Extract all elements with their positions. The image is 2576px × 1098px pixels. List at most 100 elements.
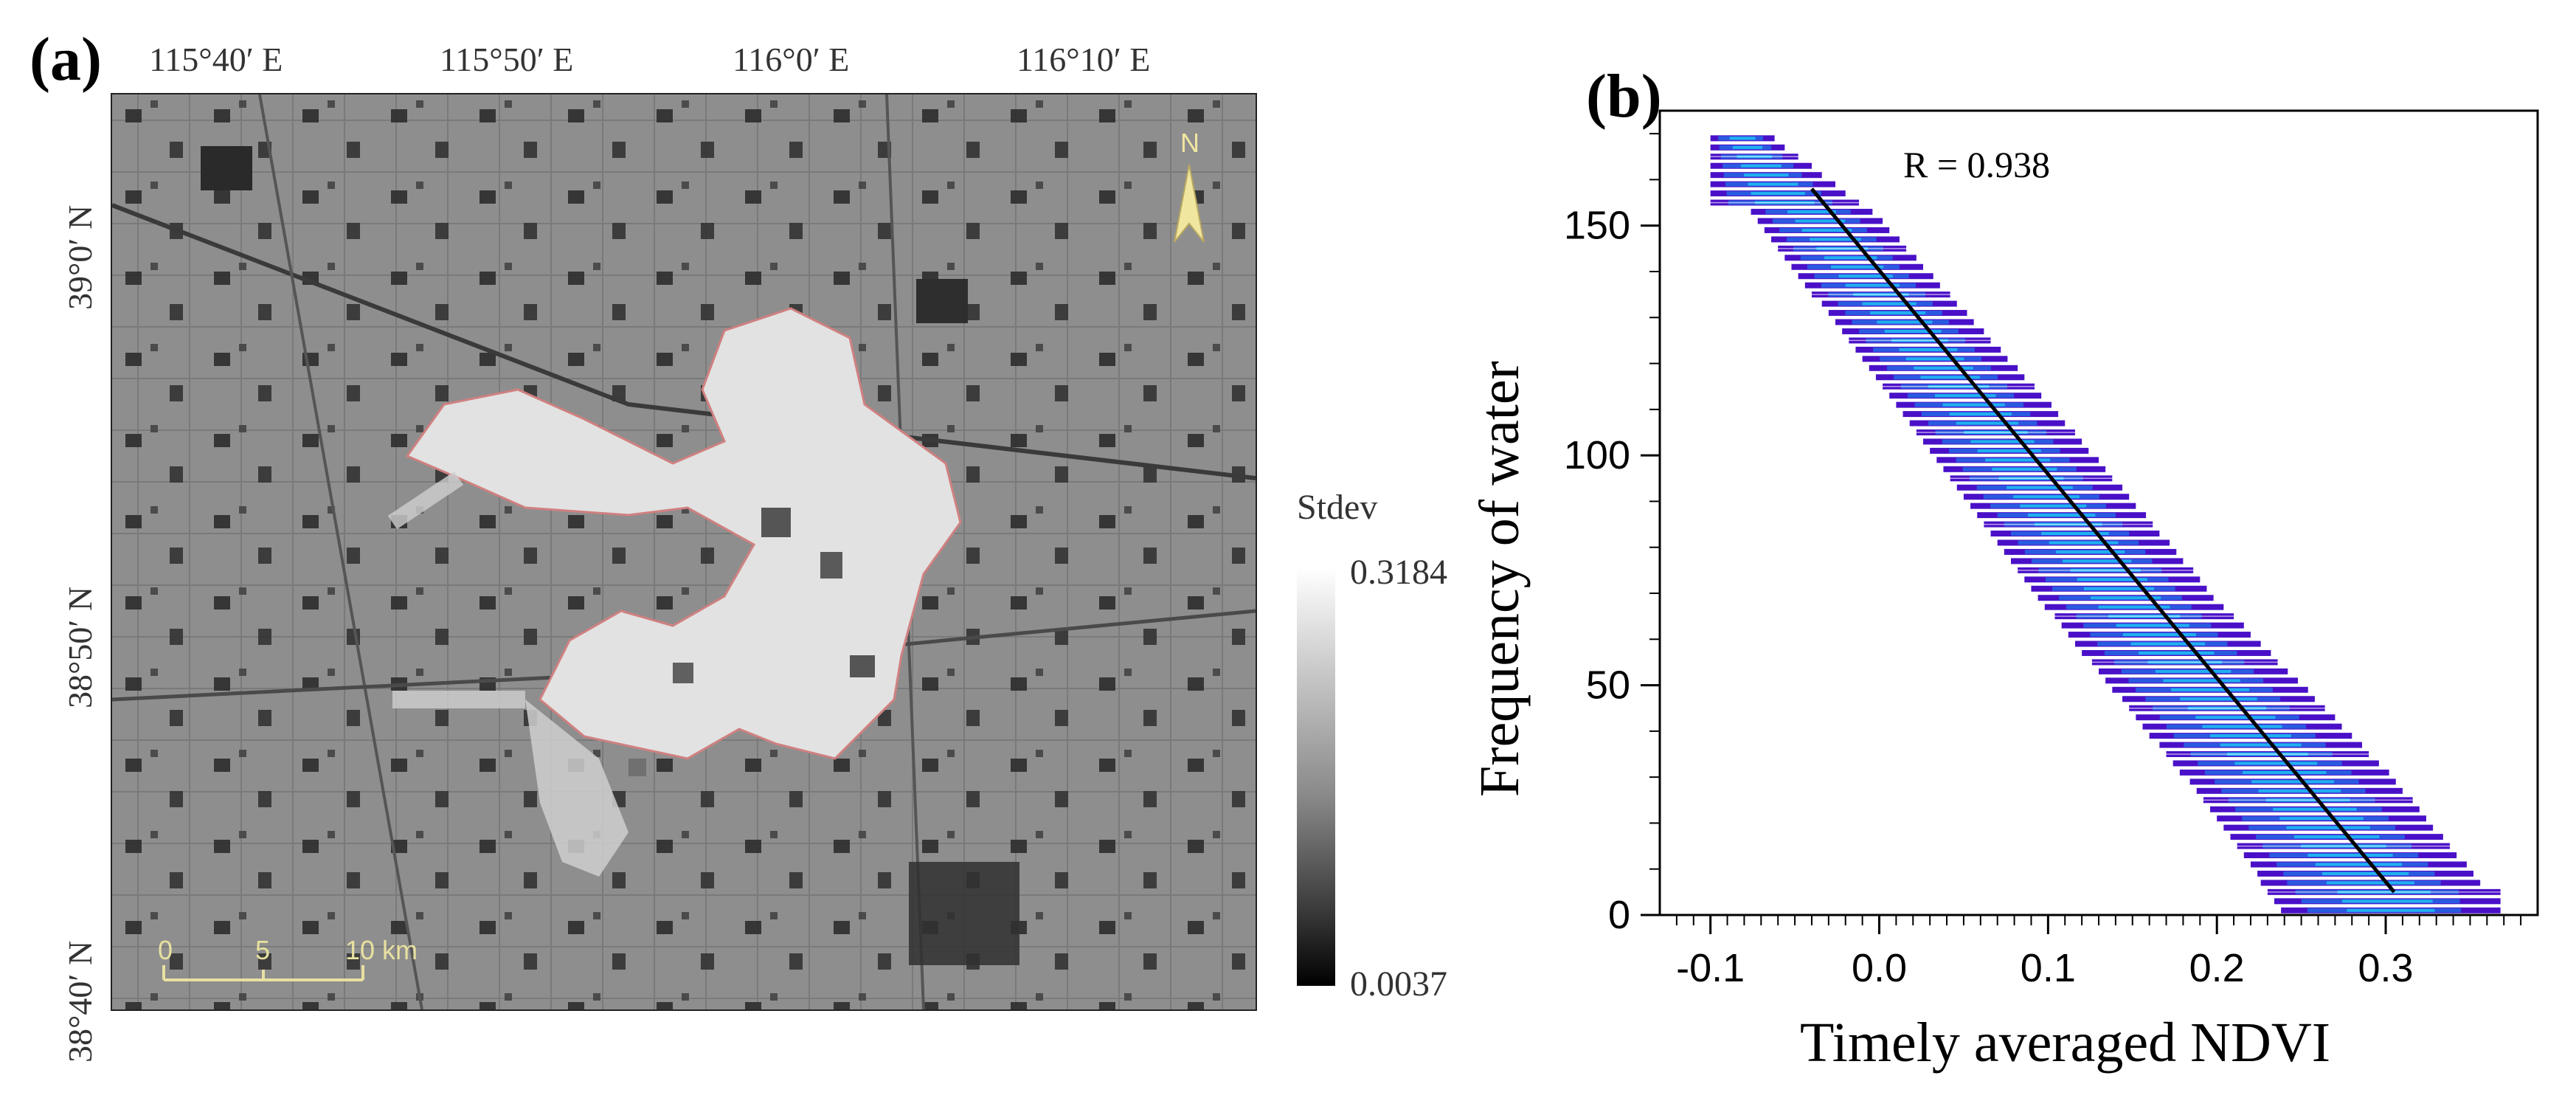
- panel-a-label: (a): [30, 25, 102, 94]
- density-strip-core: [2163, 679, 2240, 683]
- map-image: N 0 5 10 km: [112, 94, 1256, 1009]
- top-tick-3: 116°0′ E: [733, 41, 850, 78]
- density-strip-core: [2286, 826, 2370, 829]
- density-strip-core: [1992, 467, 2057, 471]
- density-strip-core: [2220, 743, 2302, 747]
- density-strip-core: [1977, 449, 2041, 452]
- regression-line: [1810, 187, 2396, 894]
- density-strip-core: [2210, 734, 2291, 738]
- density-strip-core: [2020, 504, 2087, 508]
- density-strip-core: [2180, 697, 2257, 701]
- top-tick-1: 115°40′ E: [149, 41, 283, 78]
- density-strip-core: [2007, 486, 2073, 489]
- density-strip-core: [2234, 762, 2318, 765]
- colorbar-title: Stdev: [1297, 488, 1378, 527]
- panel-b-label: (b): [1586, 62, 1662, 131]
- north-label: N: [1180, 128, 1199, 158]
- top-tick-2: 115°50′ E: [440, 41, 574, 78]
- density-strip-core: [1985, 458, 2051, 462]
- density-strip-core: [1914, 366, 1973, 370]
- density-strip-core: [2049, 541, 2119, 545]
- density-strip-core: [2195, 716, 2276, 719]
- density-strip-core: [2251, 780, 2335, 784]
- density-strip-core: [1831, 265, 1884, 269]
- density-strip-core: [2294, 835, 2380, 839]
- y-tick-label: 50: [1586, 663, 1630, 708]
- density-strip-core: [2279, 817, 2364, 821]
- density-strip-core: [2139, 651, 2215, 655]
- scatter-chart: -0.1 0.0 0.1 0.2 0.3 0 50 100 150 R = 0.938: [1549, 103, 2567, 1092]
- density-strip-core: [1870, 311, 1926, 315]
- density-strip-core: [1949, 412, 2012, 416]
- density-strip-core: [1877, 320, 1933, 324]
- density-strip-core: [2122, 633, 2196, 637]
- density-strip-core: [2307, 854, 2393, 857]
- density-strip-core: [2155, 669, 2232, 673]
- density-strip-core: [1920, 376, 1980, 379]
- north-arrow-icon: N: [1174, 128, 1205, 243]
- scale-bar: 0 5 10 km: [158, 935, 418, 981]
- density-strip-core: [2116, 624, 2189, 627]
- colorbar-max: 0.3184: [1350, 553, 1447, 592]
- density-strip-core: [2098, 605, 2170, 609]
- density-strip-core: [1743, 173, 1789, 177]
- density-strip-core: [2315, 863, 2403, 866]
- density-strip-core: [1787, 210, 1836, 214]
- density-strip-core: [1899, 348, 1958, 351]
- density-strip-core: [2130, 642, 2206, 646]
- density-strip-core: [1905, 357, 1964, 361]
- density-strip-core: [2091, 596, 2161, 600]
- density-strip-core: [1740, 164, 1782, 168]
- scale-label-10: 10 km: [345, 935, 418, 965]
- correlation-annotation: R = 0.938: [1903, 144, 2050, 185]
- density-strip-core: [2242, 770, 2327, 774]
- density-strip-core: [1956, 421, 2019, 425]
- lake-region: [405, 307, 962, 760]
- scale-label-0: 0: [158, 935, 173, 965]
- density-strip-core: [1729, 137, 1756, 140]
- stdev-colorbar: [1297, 568, 1335, 986]
- density-strip-core: [2041, 532, 2109, 536]
- density-strip-core: [1810, 238, 1861, 241]
- y-tick-label: 150: [1564, 204, 1630, 248]
- density-strip-core: [2013, 495, 2080, 499]
- scatter-x-title: Timely averaged NDVI: [1800, 1012, 2331, 1074]
- scatter-svg: -0.1 0.0 0.1 0.2 0.3 0 50 100 150 R = 0.938: [1564, 109, 2539, 990]
- density-strip-core: [2202, 725, 2282, 728]
- density-strip-core: [1845, 283, 1900, 287]
- left-tick-3: 38°40′ N: [61, 940, 99, 1063]
- density-strip-core: [1884, 329, 1942, 333]
- x-tick-label: 0.0: [1852, 946, 1907, 990]
- density-strip-core: [1970, 440, 2035, 443]
- density-strip-core: [1824, 256, 1877, 260]
- density-strip-core: [1795, 219, 1846, 223]
- density-strip-core: [1935, 394, 1996, 398]
- colorbar-min: 0.0037: [1350, 964, 1447, 1004]
- left-tick-2: 38°50′ N: [61, 586, 99, 708]
- scatter-y-title: Frequency of water: [1469, 361, 1531, 797]
- density-strip-core: [2170, 688, 2250, 691]
- density-strip-core: [2077, 578, 2147, 581]
- density-strip-core: [2027, 514, 2096, 517]
- density-strip-core: [1801, 228, 1852, 232]
- y-tick-label: 100: [1564, 433, 1630, 477]
- density-strip-core: [2326, 881, 2414, 885]
- density-strip-core: [2347, 908, 2435, 912]
- density-strip-core: [1862, 302, 1917, 305]
- density-strip-core: [2063, 559, 2132, 563]
- density-strip-core: [1838, 274, 1893, 278]
- density-strip-core: [1942, 403, 2005, 407]
- left-tick-1: 39°0′ N: [61, 204, 99, 310]
- x-tick-label: -0.1: [1676, 946, 1745, 990]
- top-tick-4: 116°10′ E: [1017, 41, 1151, 78]
- density-strip-core: [2083, 587, 2155, 590]
- density-strip-core: [2055, 550, 2125, 553]
- density-strip-core: [1751, 192, 1805, 196]
- x-tick-label: 0.2: [2189, 946, 2245, 990]
- density-strip-core: [2321, 871, 2409, 875]
- density-strip-core: [2258, 789, 2341, 793]
- density-strip-core: [1732, 145, 1763, 149]
- density-strip-core: [1748, 182, 1798, 186]
- density-strip-core: [2341, 900, 2433, 903]
- scale-label-5: 5: [255, 935, 270, 965]
